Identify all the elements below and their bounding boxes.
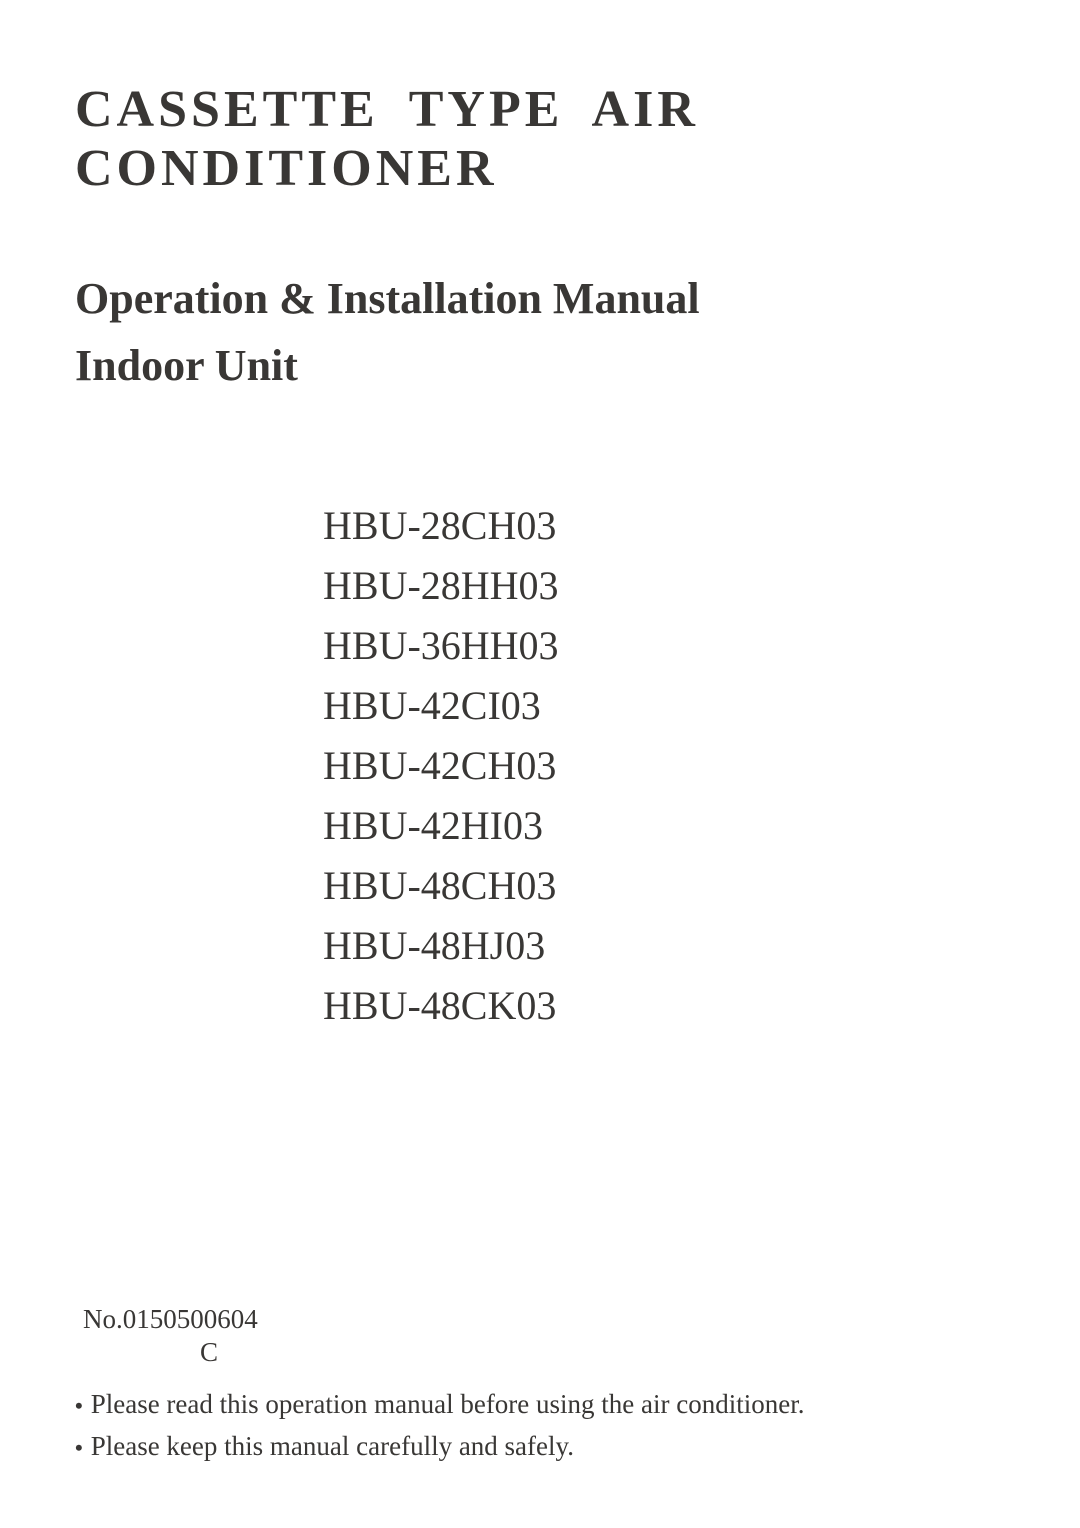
model-item: HBU-42HI03: [323, 796, 1005, 856]
document-letter: C: [200, 1337, 1005, 1368]
model-item: HBU-48HJ03: [323, 916, 1005, 976]
subtitle-line-1: Operation & Installation Manual: [75, 273, 1005, 324]
note-text: Please keep this manual carefully and sa…: [91, 1426, 574, 1468]
model-item: HBU-48CK03: [323, 976, 1005, 1036]
bullet-icon: •: [75, 1431, 83, 1465]
note-text: Please read this operation manual before…: [91, 1384, 805, 1426]
subtitle-line-2: Indoor Unit: [75, 340, 1005, 391]
models-list: HBU-28CH03 HBU-28HH03 HBU-36HH03 HBU-42C…: [323, 496, 1005, 1036]
model-item: HBU-42CH03: [323, 736, 1005, 796]
model-item: HBU-28HH03: [323, 556, 1005, 616]
model-item: HBU-36HH03: [323, 616, 1005, 676]
model-item: HBU-42CI03: [323, 676, 1005, 736]
bullet-icon: •: [75, 1389, 83, 1423]
document-number: No.0150500604: [83, 1304, 1005, 1335]
main-title: CASSETTE TYPE AIR CONDITIONER: [75, 80, 1005, 198]
note-line: • Please read this operation manual befo…: [75, 1384, 1005, 1426]
footer: No.0150500604 C • Please read this opera…: [75, 1304, 1005, 1468]
model-item: HBU-28CH03: [323, 496, 1005, 556]
model-item: HBU-48CH03: [323, 856, 1005, 916]
note-line: • Please keep this manual carefully and …: [75, 1426, 1005, 1468]
